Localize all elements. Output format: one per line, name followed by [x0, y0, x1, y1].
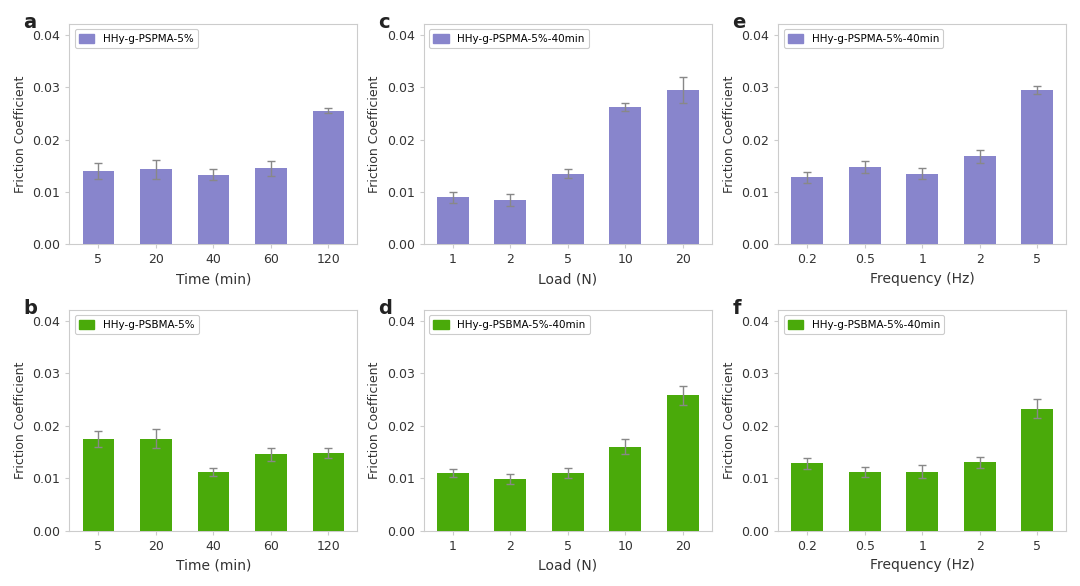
- Y-axis label: Friction Coefficient: Friction Coefficient: [368, 76, 381, 193]
- Bar: [495, 200, 526, 244]
- Bar: [437, 197, 469, 244]
- Text: d: d: [378, 299, 392, 318]
- Bar: [140, 439, 172, 530]
- X-axis label: Time (min): Time (min): [176, 272, 251, 286]
- Text: e: e: [732, 13, 745, 32]
- X-axis label: Time (min): Time (min): [176, 558, 251, 572]
- Bar: [552, 173, 583, 244]
- X-axis label: Load (N): Load (N): [538, 558, 597, 572]
- Bar: [964, 156, 996, 244]
- X-axis label: Frequency (Hz): Frequency (Hz): [869, 272, 974, 286]
- Bar: [437, 473, 469, 530]
- X-axis label: Load (N): Load (N): [538, 272, 597, 286]
- Y-axis label: Friction Coefficient: Friction Coefficient: [723, 76, 735, 193]
- Bar: [609, 447, 642, 530]
- Text: b: b: [24, 299, 38, 318]
- Y-axis label: Friction Coefficient: Friction Coefficient: [14, 76, 27, 193]
- Bar: [140, 169, 172, 244]
- Bar: [255, 455, 286, 530]
- Bar: [82, 439, 114, 530]
- Bar: [198, 175, 229, 244]
- Bar: [667, 90, 699, 244]
- Legend: HHy-g-PSBMA-5%: HHy-g-PSBMA-5%: [75, 315, 199, 334]
- Bar: [667, 395, 699, 530]
- Text: f: f: [732, 299, 741, 318]
- Bar: [82, 171, 114, 244]
- Bar: [849, 472, 880, 530]
- Bar: [312, 453, 345, 530]
- X-axis label: Frequency (Hz): Frequency (Hz): [869, 558, 974, 572]
- Bar: [1022, 409, 1053, 530]
- Bar: [312, 111, 345, 244]
- Legend: HHy-g-PSBMA-5%-40min: HHy-g-PSBMA-5%-40min: [784, 315, 944, 334]
- Bar: [964, 462, 996, 530]
- Bar: [792, 178, 823, 244]
- Bar: [1022, 90, 1053, 244]
- Legend: HHy-g-PSPMA-5%-40min: HHy-g-PSPMA-5%-40min: [429, 29, 589, 48]
- Text: c: c: [378, 13, 390, 32]
- Y-axis label: Friction Coefficient: Friction Coefficient: [723, 362, 735, 479]
- Bar: [906, 472, 939, 530]
- Bar: [792, 464, 823, 530]
- Bar: [552, 473, 583, 530]
- Bar: [495, 479, 526, 530]
- Bar: [906, 173, 939, 244]
- Legend: HHy-g-PSPMA-5%: HHy-g-PSPMA-5%: [75, 29, 198, 48]
- Legend: HHy-g-PSBMA-5%-40min: HHy-g-PSBMA-5%-40min: [429, 315, 590, 334]
- Bar: [849, 167, 880, 244]
- Bar: [255, 168, 286, 244]
- Bar: [609, 107, 642, 244]
- Text: a: a: [24, 13, 37, 32]
- Legend: HHy-g-PSPMA-5%-40min: HHy-g-PSPMA-5%-40min: [784, 29, 943, 48]
- Bar: [198, 472, 229, 530]
- Y-axis label: Friction Coefficient: Friction Coefficient: [368, 362, 381, 479]
- Y-axis label: Friction Coefficient: Friction Coefficient: [14, 362, 27, 479]
